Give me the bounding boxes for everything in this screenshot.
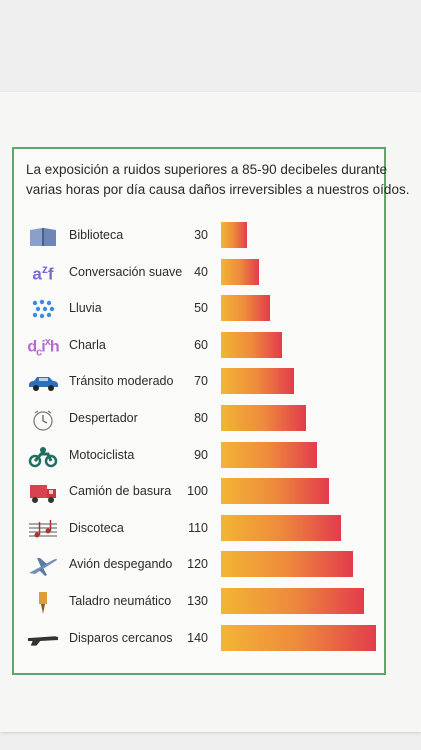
category-label: Conversación suave bbox=[69, 264, 183, 279]
bar bbox=[221, 441, 318, 468]
chart-row: Tránsito moderado 70 bbox=[0, 368, 421, 398]
chart-row: Biblioteca 30 bbox=[0, 222, 421, 252]
category-label: Avión despegando bbox=[69, 557, 173, 572]
value-label: 50 bbox=[194, 301, 208, 316]
book-icon bbox=[27, 224, 59, 250]
alarm-clock-icon bbox=[27, 407, 59, 433]
bar bbox=[221, 331, 282, 358]
category-label: Motociclista bbox=[69, 447, 135, 462]
category-label: Lluvia bbox=[69, 301, 102, 316]
speech-icon: dcixh bbox=[27, 335, 59, 359]
category-label: Tránsito moderado bbox=[69, 374, 174, 389]
bar bbox=[221, 514, 341, 541]
category-label: Camión de basura bbox=[69, 484, 172, 499]
value-label: 90 bbox=[194, 447, 208, 462]
music-notes-icon bbox=[27, 517, 59, 543]
motorcycle-icon bbox=[27, 444, 59, 470]
rain-icon bbox=[27, 297, 59, 323]
chart-row: Disparos cercanos 140 bbox=[0, 624, 421, 655]
bar bbox=[221, 588, 365, 614]
bar bbox=[221, 551, 353, 578]
chart-row: Avión despegando 120 bbox=[0, 551, 421, 581]
category-label: Biblioteca bbox=[69, 228, 124, 242]
chart-row: Despertador 80 bbox=[0, 405, 421, 435]
category-label: Despertador bbox=[69, 411, 138, 425]
title-line-2: varias horas por día causa daños irrever… bbox=[26, 182, 410, 197]
chart-row: dcixh Charla 60 bbox=[0, 331, 421, 362]
chart-row: Motociclista 90 bbox=[0, 441, 421, 472]
gun-icon bbox=[27, 627, 59, 653]
category-label: Discoteca bbox=[69, 520, 124, 535]
garbage-truck-icon bbox=[27, 480, 59, 506]
category-label: Taladro neumático bbox=[69, 594, 172, 608]
category-label: Charla bbox=[69, 337, 106, 352]
value-label: 130 bbox=[187, 594, 208, 608]
drill-icon bbox=[27, 590, 59, 616]
chart-row: Lluvia 50 bbox=[0, 295, 421, 325]
value-label: 110 bbox=[188, 520, 208, 535]
value-label: 60 bbox=[194, 337, 208, 352]
value-label: 120 bbox=[187, 557, 208, 572]
chart-frame bbox=[12, 147, 386, 675]
bar bbox=[221, 295, 271, 322]
bar bbox=[221, 258, 259, 285]
chart-row: azf Conversación suave 40 bbox=[0, 258, 421, 289]
category-label: Disparos cercanos bbox=[69, 630, 173, 645]
bar bbox=[221, 624, 376, 651]
bar bbox=[221, 368, 294, 395]
title-line-1: La exposición a ruidos superiores a 85-9… bbox=[26, 162, 387, 177]
letters-icon: azf bbox=[32, 262, 54, 284]
bar bbox=[221, 478, 329, 505]
chart-row: Taladro neumático 130 bbox=[0, 588, 421, 618]
chart-title: La exposición a ruidos superiores a 85-9… bbox=[26, 160, 410, 200]
value-label: 40 bbox=[194, 264, 208, 279]
value-label: 80 bbox=[194, 411, 208, 425]
chart-row: Discoteca 110 bbox=[0, 514, 421, 545]
airplane-icon bbox=[27, 553, 59, 579]
value-label: 70 bbox=[194, 374, 208, 389]
bar bbox=[221, 222, 247, 248]
value-label: 140 bbox=[187, 630, 208, 645]
chart-row: Camión de basura 100 bbox=[0, 478, 421, 508]
bar bbox=[221, 405, 306, 431]
value-label: 30 bbox=[194, 228, 208, 242]
car-icon bbox=[27, 370, 59, 396]
value-label: 100 bbox=[187, 484, 208, 499]
